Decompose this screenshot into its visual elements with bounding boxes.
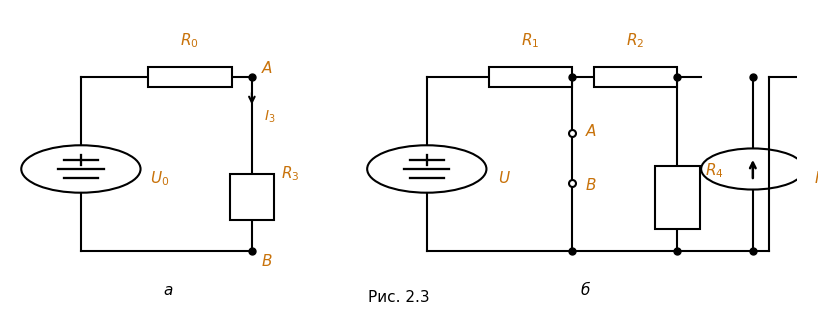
Text: $U_0$: $U_0$ — [150, 169, 169, 188]
Text: $R_0$: $R_0$ — [181, 32, 200, 50]
Text: $б$: $б$ — [581, 280, 591, 299]
Text: $U$: $U$ — [497, 170, 510, 187]
Text: $B$: $B$ — [262, 253, 273, 269]
Bar — [655, 166, 699, 229]
Text: $R_3$: $R_3$ — [281, 164, 299, 183]
Bar — [149, 67, 232, 87]
Text: $B$: $B$ — [585, 177, 596, 193]
Bar — [489, 67, 573, 87]
Text: $A$: $A$ — [585, 123, 597, 139]
Text: $R_4$: $R_4$ — [705, 161, 724, 180]
Text: $R_2$: $R_2$ — [626, 32, 645, 50]
Text: $R_1$: $R_1$ — [521, 32, 539, 50]
Bar — [230, 174, 274, 219]
Text: $I$: $I$ — [814, 170, 818, 187]
Bar — [594, 67, 677, 87]
Text: Рис. 2.3: Рис. 2.3 — [368, 290, 429, 305]
Text: $A$: $A$ — [262, 60, 273, 76]
Text: $a$: $a$ — [164, 284, 173, 299]
Text: $I_3$: $I_3$ — [263, 108, 276, 125]
